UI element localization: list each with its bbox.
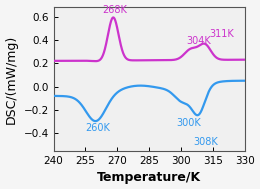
Text: 311K: 311K	[209, 29, 234, 39]
X-axis label: Temperature/K: Temperature/K	[97, 171, 202, 184]
Text: 308K: 308K	[193, 137, 218, 147]
Text: 268K: 268K	[102, 5, 127, 15]
Y-axis label: DSC/(mW/mg): DSC/(mW/mg)	[5, 34, 18, 124]
Text: 300K: 300K	[176, 118, 201, 128]
Text: 260K: 260K	[86, 123, 110, 133]
Text: 304K: 304K	[187, 36, 211, 46]
